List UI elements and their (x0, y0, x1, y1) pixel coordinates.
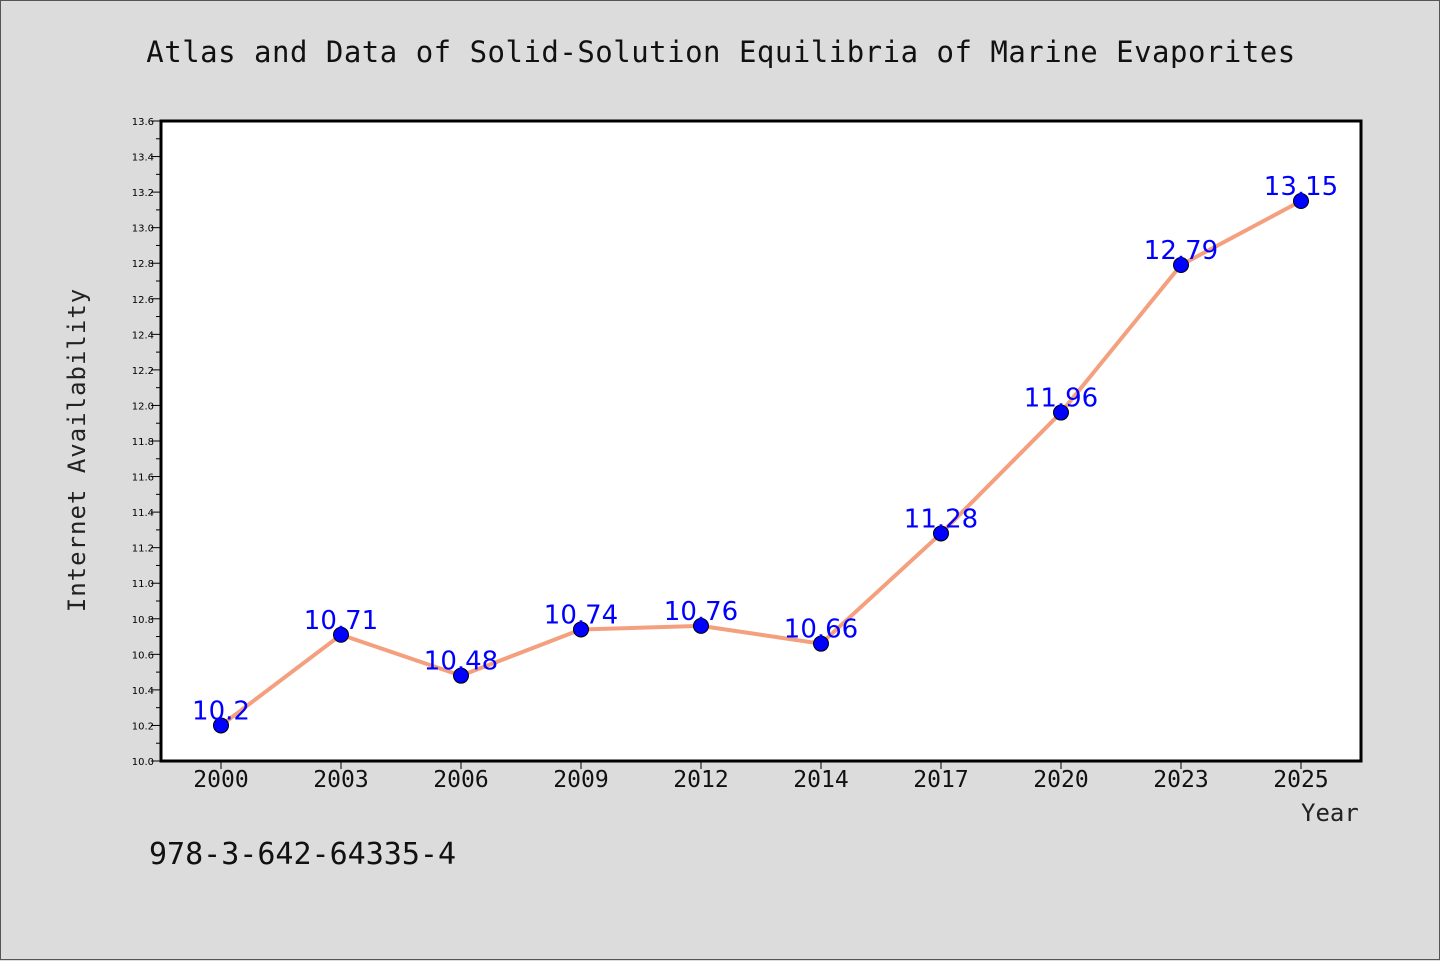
data-label: 13.15 (1264, 172, 1338, 202)
x-tick-label: 2000 (193, 767, 248, 793)
data-label: 10.76 (664, 597, 738, 627)
y-tick-label: 13.6 (132, 117, 154, 128)
data-point (1173, 257, 1189, 273)
y-tick-label: 11.4 (132, 508, 154, 519)
isbn-footnote: 978-3-642-64335-4 (149, 837, 457, 872)
y-tick-label: 10.8 (132, 615, 154, 626)
y-tick-label: 11.8 (132, 437, 154, 448)
data-label: 10.2 (192, 696, 250, 726)
y-tick-label: 12.6 (132, 295, 154, 306)
y-tick-label: 12.4 (132, 330, 154, 341)
data-label: 10.48 (424, 647, 498, 677)
y-tick-label: 13.2 (132, 188, 154, 199)
y-tick-label: 11.0 (132, 579, 154, 590)
data-point (453, 667, 469, 684)
y-tick-label: 13.0 (132, 224, 154, 235)
data-point (933, 525, 949, 542)
y-tick-label: 12.2 (132, 366, 154, 377)
y-tick-label: 10.0 (132, 757, 154, 768)
x-tick-label: 2006 (433, 767, 488, 793)
x-tick-label: 2009 (553, 767, 608, 793)
series-line (219, 199, 1302, 728)
y-axis: 10.0 10.2 10.4 10.6 10.8 11.0 11.2 11.4 11.6 11.8… (132, 117, 161, 768)
y-tick-label: 13.4 (132, 153, 154, 164)
y-tick-label: 12.0 (132, 401, 154, 412)
y-tick-label: 10.6 (132, 650, 154, 661)
y-tick-label: 12.8 (132, 259, 154, 270)
data-point (1053, 404, 1069, 421)
x-tick-label: 2003 (313, 767, 368, 793)
data-label: 11.96 (1024, 384, 1098, 414)
x-tick-label: 2025 (1273, 767, 1328, 793)
data-point (573, 621, 589, 638)
data-label: 11.28 (904, 504, 978, 534)
x-tick-label: 2012 (673, 767, 728, 793)
x-axis: 2000 2003 2006 2009 2012 2014 2017 2020 2023 2025 (193, 761, 1329, 793)
data-label: 10.74 (544, 600, 618, 630)
y-tick-label: 11.6 (132, 473, 154, 484)
data-label: 10.66 (784, 615, 858, 645)
x-tick-label: 2023 (1153, 767, 1208, 793)
y-tick-label: 11.2 (132, 544, 154, 555)
data-point (693, 617, 709, 634)
data-label: 12.79 (1144, 236, 1218, 266)
data-label: 10.71 (304, 606, 378, 636)
x-axis-label: Year (1301, 799, 1359, 827)
data-point (333, 626, 349, 643)
data-point (1293, 193, 1309, 209)
y-tick-label: 10.2 (132, 721, 154, 732)
chart-title: Atlas and Data of Solid-Solution Equilib… (146, 35, 1296, 69)
x-tick-label: 2017 (913, 767, 968, 793)
y-tick-label: 10.4 (132, 686, 154, 697)
x-tick-label: 2014 (793, 767, 848, 793)
data-point (813, 635, 829, 652)
data-point (213, 717, 229, 734)
plot-area (159, 119, 1363, 763)
x-tick-label: 2020 (1033, 767, 1088, 793)
series-layer: 10.2 10.71 10.48 10.74 10.76 10.66 11.28 11.96 1… (192, 172, 1338, 734)
